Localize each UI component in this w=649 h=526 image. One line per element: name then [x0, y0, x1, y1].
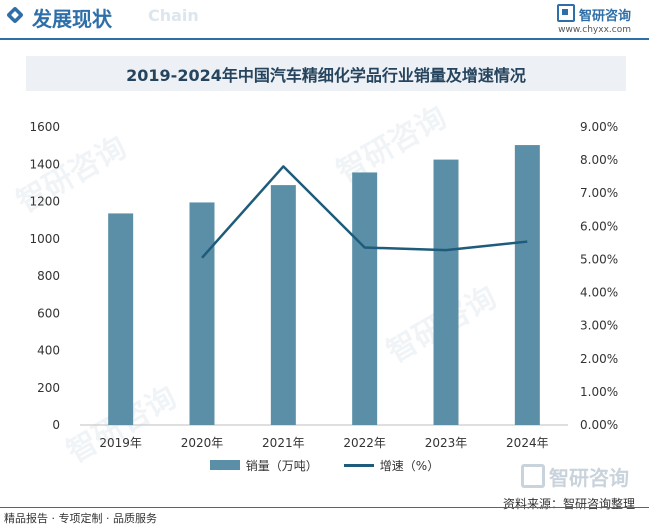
brand-url: www.chyxx.com: [558, 25, 631, 35]
footer-tagline: 精品报告 · 专项定制 · 品质服务: [4, 512, 157, 525]
legend-item-sales: 销量（万吨）: [209, 457, 318, 474]
y-left-tick-label: 1400: [29, 157, 60, 171]
brand-logo-icon: [556, 4, 575, 22]
x-tick-label: 2022年: [343, 436, 386, 450]
y-left-tick-label: 400: [37, 344, 60, 358]
bar-sales: [433, 159, 459, 425]
y-left-tick-label: 1000: [29, 232, 60, 246]
y-left-tick-label: 200: [37, 381, 60, 395]
x-tick-label: 2020年: [181, 436, 224, 450]
header-divider: [0, 38, 649, 40]
chart-title-banner: 2019-2024年中国汽车精细化学品行业销量及增速情况: [26, 56, 626, 91]
y-right-tick-label: 1.00%: [580, 385, 618, 399]
legend-item-growth: 增速（%）: [343, 457, 440, 474]
y-left-tick-label: 1600: [29, 120, 60, 134]
footer-divider: [0, 507, 649, 508]
y-left-tick-label: 800: [37, 269, 60, 283]
y-right-tick-label: 0.00%: [580, 418, 618, 432]
bottom-brand-name: 智研咨询: [549, 466, 629, 490]
y-right-tick-label: 9.00%: [580, 120, 618, 134]
y-right-tick-label: 7.00%: [580, 186, 618, 200]
x-tick-label: 2021年: [262, 436, 305, 450]
y-right-tick-label: 5.00%: [580, 252, 618, 266]
section-title: 发展现状: [32, 7, 112, 31]
x-tick-label: 2019年: [99, 436, 142, 450]
y-right-tick-label: 2.00%: [580, 352, 618, 366]
brand-name: 智研咨询: [578, 9, 631, 24]
y-left-tick-label: 1200: [29, 195, 60, 209]
y-right-tick-label: 3.00%: [580, 319, 618, 333]
bar-sales: [514, 145, 540, 425]
y-right-tick-label: 6.00%: [580, 219, 618, 233]
legend-label-sales: 销量（万吨）: [245, 458, 318, 473]
bottom-logo-icon: [521, 464, 545, 488]
bar-sales: [270, 185, 296, 425]
section-ghost-text: Chain: [148, 6, 199, 25]
chart-title: 2019-2024年中国汽车精细化学品行业销量及增速情况: [126, 65, 526, 85]
bar-sales: [352, 172, 378, 425]
source-note: 资料来源：智研咨询整理: [502, 497, 635, 511]
line-growth: [201, 165, 528, 259]
legend-line-swatch: [343, 463, 374, 467]
y-left-tick-label: 0: [52, 418, 60, 432]
y-right-tick-label: 4.00%: [580, 286, 618, 300]
legend-bar-swatch: [209, 460, 240, 470]
y-left-tick-label: 600: [37, 306, 60, 320]
bar-sales: [108, 213, 134, 425]
x-tick-label: 2023年: [425, 436, 468, 450]
page-header: 发展现状 Chain 智研咨询 www.chyxx.com: [0, 0, 649, 35]
bottom-brand-logo: 智研咨询: [521, 462, 629, 491]
y-right-tick-label: 8.00%: [580, 153, 618, 167]
brand-block: 智研咨询 www.chyxx.com: [556, 4, 631, 35]
x-tick-label: 2024年: [506, 436, 549, 450]
chart-legend: 销量（万吨） 增速（%）: [0, 455, 649, 475]
bar-sales: [189, 202, 215, 425]
legend-label-growth: 增速（%）: [379, 458, 440, 473]
